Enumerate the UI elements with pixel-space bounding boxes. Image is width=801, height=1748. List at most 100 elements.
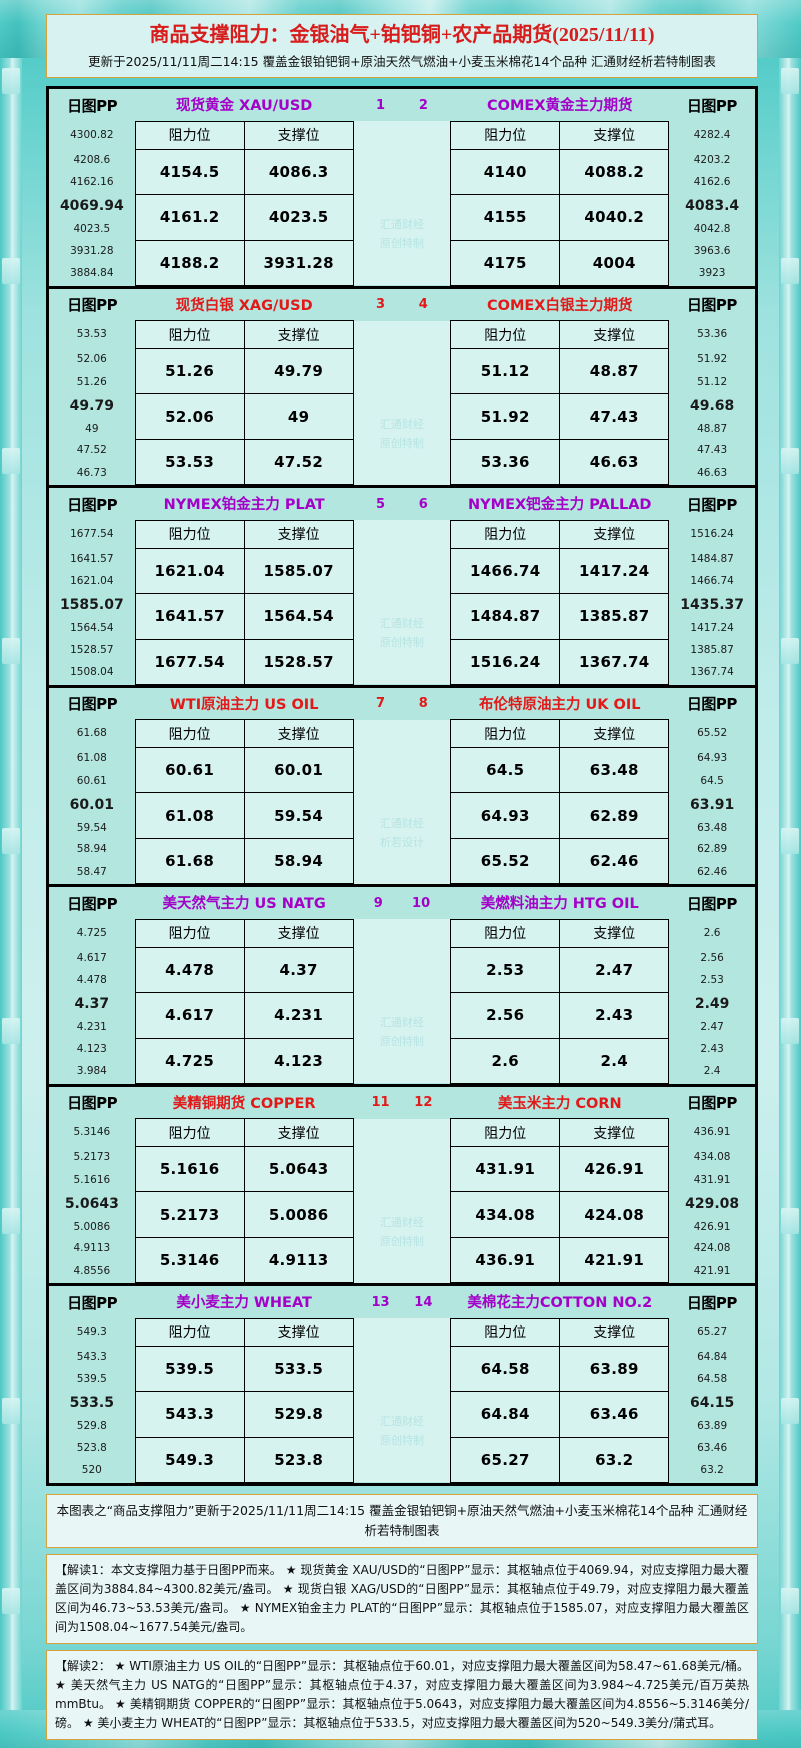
pp-level-value: 65.27 — [697, 1325, 728, 1338]
pp-level-value: 5.1616 — [73, 1173, 111, 1186]
block-index-pair: 13 14 — [353, 1286, 451, 1318]
col-header-resistance-right: 阻力位 — [450, 120, 561, 150]
resistance-value-left: 4188.2 — [134, 239, 245, 286]
block-index-pair: 11 12 — [353, 1087, 451, 1119]
pp-level-value: 426.91 — [693, 1220, 731, 1233]
pp-level-value: 1466.74 — [690, 575, 734, 588]
resistance-value-right: 51.12 — [450, 348, 561, 394]
rail-notch — [781, 1208, 799, 1234]
pp-level-value: 49 — [85, 422, 99, 435]
support-value-left: 4086.3 — [243, 148, 354, 195]
col-header-resistance-left: 阻力位 — [134, 519, 245, 549]
col-header-resistance-left: 阻力位 — [134, 918, 245, 948]
resistance-value-right: 64.5 — [450, 747, 561, 793]
instrument-block: 日图PP 美精铜期货 COPPER 11 12 美玉米主力 CORN 日图PP 5.3146… — [49, 1086, 755, 1286]
rail-notch — [2, 1018, 20, 1044]
resistance-value-left: 1621.04 — [134, 547, 245, 594]
pp-level-value: 1508.04 — [70, 666, 114, 679]
pp-level-value: 1641.57 — [70, 552, 114, 565]
pp-level-value: 5.2173 — [73, 1151, 111, 1164]
support-value-right: 4040.2 — [559, 193, 670, 241]
mid-watermark-cell: 汇通财经 原创特制 — [353, 1318, 451, 1482]
watermark-line-2: 原创特制 — [379, 436, 424, 450]
pp-pivot-value: 1435.37 — [680, 597, 744, 613]
footer-note1-text: 【解读1：本文支撑阻力基于日图PP而来。 ★ 现货黄金 XAU/USD的“日图P… — [55, 1563, 749, 1634]
instrument-block: 日图PP NYMEX铂金主力 PLAT 5 6 NYMEX钯金主力 PALLAD 日图PP… — [49, 488, 755, 688]
pp-level-value: 63.2 — [700, 1464, 724, 1477]
mid-watermark-cell: 汇通财经 原创特制 — [353, 320, 451, 485]
pp-pivot-value: 429.08 — [685, 1195, 740, 1212]
pp-level-value: 64.5 — [700, 774, 724, 787]
footer: 本图表之“商品支撑阻力”更新于2025/11/11周二14:15 覆盖金银铂钯铜… — [46, 1488, 758, 1740]
pp-level-value: 1621.04 — [70, 575, 114, 588]
resistance-value-left: 4.617 — [134, 991, 245, 1039]
resistance-value-right: 64.93 — [450, 792, 561, 839]
pp-level-value: 5.3146 — [73, 1126, 111, 1138]
pp-level-value: 4.231 — [76, 1021, 107, 1033]
mid-watermark-cell: 汇通财经 原创特制 — [353, 919, 451, 1083]
pp-level-value: 48.87 — [697, 422, 728, 435]
pp-level-value: 63.89 — [697, 1420, 728, 1432]
resistance-value-left: 539.5 — [134, 1345, 245, 1392]
instrument-name-left: 美小麦主力 WHEAT — [176, 1295, 312, 1312]
support-value-left: 5.0086 — [243, 1191, 354, 1238]
support-value-left: 59.54 — [243, 792, 354, 839]
pp-label-left: 日图PP — [67, 894, 118, 913]
support-value-right: 47.43 — [559, 393, 670, 440]
page-subtitle: 更新于2025/11/11周二14:15 覆盖金银铂钯铜+原油天然气燃油+小麦玉… — [88, 54, 716, 69]
index-right: 10 — [412, 895, 431, 911]
support-value-right: 4088.2 — [559, 148, 670, 195]
pp-pivot-value: 4083.4 — [685, 198, 740, 214]
instrument-block: 日图PP 现货黄金 XAU/USD 1 2 COMEX黄金主力期货 日图PP 4300.82… — [49, 89, 755, 289]
instrument-name-left: 美精铜期货 COPPER — [172, 1095, 316, 1112]
support-value-left: 49 — [243, 393, 354, 440]
footer-summary-text: 本图表之“商品支撑阻力”更新于2025/11/11周二14:15 覆盖金银铂钯铜… — [56, 1503, 748, 1538]
pp-label-right: 日图PP — [686, 1094, 738, 1112]
rail-notch — [2, 1588, 20, 1614]
pp-level-value: 2.53 — [700, 974, 724, 987]
support-value-left: 1564.54 — [243, 592, 354, 640]
pp-level-value: 4.725 — [76, 926, 107, 939]
pp-level-value: 58.47 — [76, 865, 107, 878]
rail-notch — [2, 1398, 20, 1424]
resistance-value-right: 2.6 — [450, 1037, 561, 1084]
support-value-right: 2.47 — [559, 946, 670, 993]
pp-level-value: 4.8556 — [73, 1264, 111, 1277]
index-right: 6 — [418, 496, 428, 512]
resistance-value-left: 543.3 — [134, 1390, 245, 1438]
pp-level-value: 63.46 — [697, 1441, 728, 1454]
support-value-right: 421.91 — [559, 1237, 670, 1283]
block-index-pair: 9 10 — [353, 887, 451, 919]
mid-watermark-cell: 汇通财经 原创特制 — [353, 1118, 451, 1283]
pp-level-value: 3884.84 — [70, 267, 114, 280]
col-header-support-left: 支撑位 — [243, 719, 354, 748]
resistance-value-right: 2.56 — [450, 991, 561, 1039]
mid-watermark-cell: 汇通财经 析若设计 — [353, 719, 451, 884]
pp-level-value: 4300.82 — [70, 128, 114, 141]
pp-label-left: 日图PP — [67, 495, 118, 514]
rail-notch — [781, 828, 799, 854]
decorative-left-rail — [0, 58, 22, 1710]
mid-watermark-cell: 汇通财经 原创特制 — [353, 520, 451, 684]
watermark-line-1: 汇通财经 — [379, 218, 424, 231]
pp-pivot-value: 64.15 — [689, 1395, 735, 1411]
pp-pivot-value: 4069.94 — [59, 198, 124, 214]
footer-note2-text: 【解读2： ★ WTI原油主力 US OIL的“日图PP”显示：其枢轴点位于60… — [55, 1659, 749, 1730]
pp-level-value: 2.47 — [700, 1021, 724, 1033]
pp-level-value: 4023.5 — [73, 223, 111, 235]
rail-notch — [781, 258, 799, 284]
support-value-right: 63.89 — [559, 1345, 670, 1392]
pp-label-right: 日图PP — [686, 495, 738, 514]
pp-level-value: 1528.57 — [70, 643, 114, 656]
col-header-support-left: 支撑位 — [243, 918, 354, 948]
index-left: 7 — [376, 696, 386, 711]
instrument-name-left: 现货黄金 XAU/USD — [176, 98, 313, 115]
rail-notch — [781, 1018, 799, 1044]
support-value-left: 3931.28 — [243, 239, 354, 286]
support-value-left: 4.37 — [243, 946, 354, 993]
decorative-right-rail — [779, 58, 801, 1710]
watermark-line-1: 汇通财经 — [379, 417, 424, 431]
pp-level-value: 51.92 — [697, 353, 728, 366]
pp-level-value: 1417.24 — [690, 622, 734, 634]
